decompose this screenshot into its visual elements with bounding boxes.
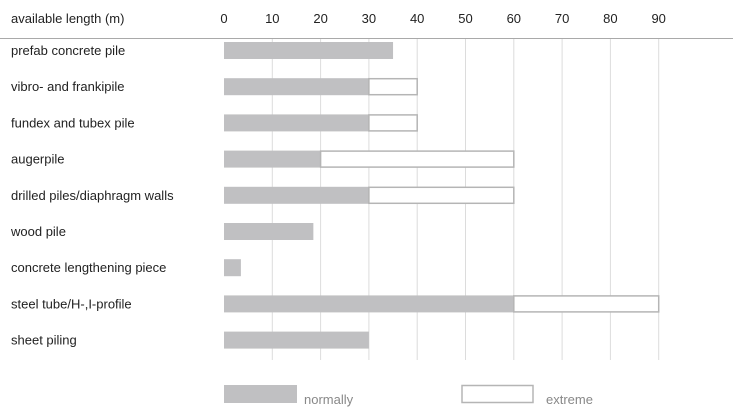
x-tick-label: 70 [555, 11, 569, 26]
category-labels: prefab concrete pile vibro- and frankipil… [10, 43, 174, 348]
legend-label-normally: normally [304, 392, 354, 407]
bar-normally [224, 186, 369, 204]
legend-label-extreme: extreme [546, 392, 593, 407]
x-tick-labels: 0 10 20 30 40 50 60 70 80 90 [220, 11, 666, 26]
bar-normally [224, 259, 241, 277]
bar-extreme [513, 295, 660, 313]
x-tick-label: 80 [603, 11, 617, 26]
category-label: augerpile [11, 152, 65, 167]
x-tick-label: 10 [265, 11, 279, 26]
bar-normally [224, 331, 369, 349]
bar-extreme [319, 150, 515, 168]
bar-extreme [368, 114, 418, 132]
category-label: sheet piling [11, 333, 77, 348]
x-tick-label: 60 [507, 11, 521, 26]
x-tick-label: 40 [410, 11, 424, 26]
x-tick-label: 30 [362, 11, 376, 26]
legend-swatch-normally [224, 385, 297, 403]
category-label: steel tube/H-,I-profile [11, 296, 132, 311]
bar-normally [224, 114, 369, 132]
legend-swatch-extreme [461, 384, 534, 404]
x-tick-label: 50 [458, 11, 472, 26]
x-tick-label: 20 [313, 11, 327, 26]
category-label: vibro- and frankipile [11, 79, 124, 94]
x-tick-label: 90 [651, 11, 665, 26]
bar-normally [224, 78, 369, 96]
bar-normally [224, 295, 514, 313]
bars [224, 42, 660, 349]
x-tick-label: 0 [220, 11, 227, 26]
category-label: prefab concrete pile [11, 43, 125, 58]
bar-normally [224, 150, 321, 168]
category-label: drilled piles/diaphragm walls [11, 188, 174, 203]
x-axis-label: available length (m) [11, 11, 124, 26]
bar-extreme [368, 77, 418, 96]
category-label: wood pile [10, 224, 66, 239]
bar-extreme [368, 186, 515, 205]
category-label: fundex and tubex pile [11, 115, 135, 130]
legend: normally extreme [224, 384, 593, 407]
bar-normally [224, 223, 314, 240]
category-label: concrete lengthening piece [11, 260, 166, 275]
bar-normally [224, 42, 394, 59]
